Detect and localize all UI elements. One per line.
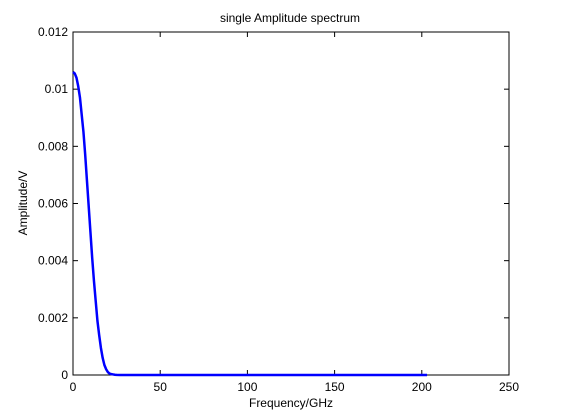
x-tick-label: 100 bbox=[237, 380, 257, 394]
x-tick-label: 150 bbox=[325, 380, 345, 394]
series-line bbox=[72, 71, 428, 377]
x-tick-label: 200 bbox=[412, 380, 432, 394]
y-tick-label: 0 bbox=[61, 368, 68, 382]
y-tick-label: 0.012 bbox=[38, 25, 68, 39]
y-tick-label: 0.002 bbox=[38, 311, 68, 325]
x-tick-label: 0 bbox=[70, 380, 77, 394]
x-axis-label: Frequency/GHz bbox=[249, 396, 333, 410]
axes-box bbox=[72, 31, 510, 376]
chart-title: single Amplitude spectrum bbox=[220, 11, 360, 25]
x-tick-label: 250 bbox=[499, 380, 519, 394]
x-axis: 0 50 100 150 200 250 bbox=[70, 32, 519, 394]
y-tick-label: 0.006 bbox=[38, 197, 68, 211]
y-axis-label: Amplitude/V bbox=[16, 171, 30, 236]
x-tick-label: 50 bbox=[154, 380, 168, 394]
y-tick-label: 0.008 bbox=[38, 139, 68, 153]
y-tick-label: 0.01 bbox=[45, 82, 69, 96]
y-tick-label: 0.004 bbox=[38, 254, 68, 268]
y-axis: 0 0.002 0.004 0.006 0.008 0.01 0.012 bbox=[38, 25, 509, 382]
